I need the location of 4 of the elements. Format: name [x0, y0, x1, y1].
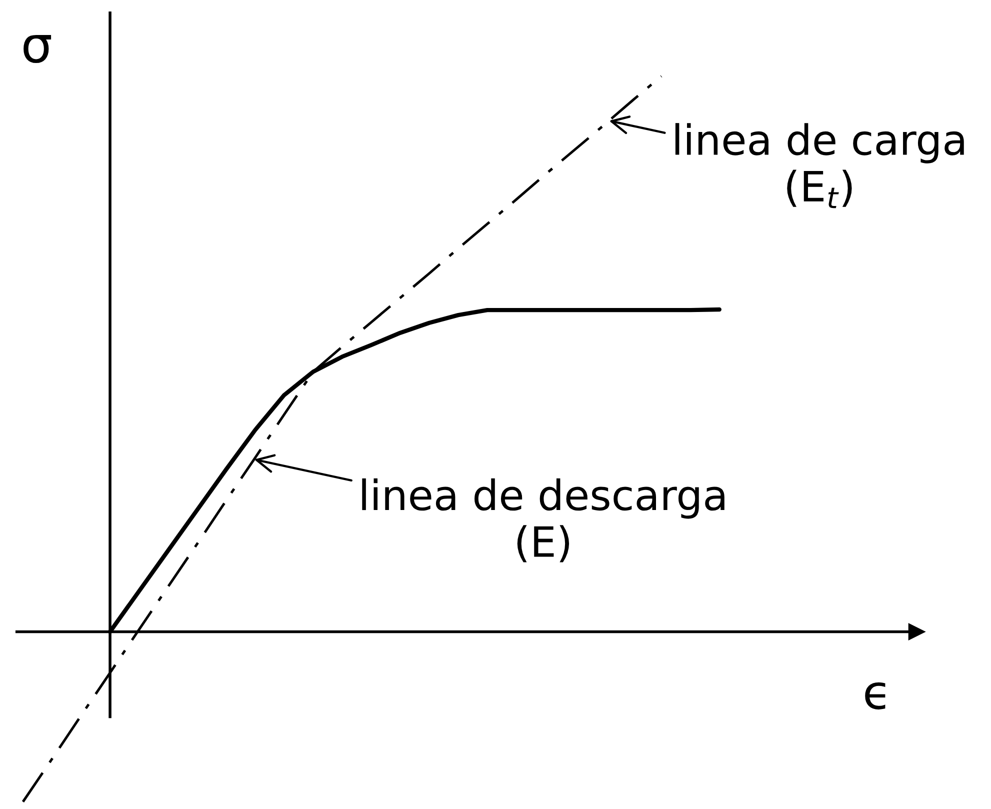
- annotation: linea de carga (E$_{t}$): [675, 123, 964, 208]
- x-axis-title: ϵ: [865, 682, 886, 710]
- annotation: linea de descarga (E): [362, 478, 724, 562]
- y-axis-title: σ: [24, 34, 52, 64]
